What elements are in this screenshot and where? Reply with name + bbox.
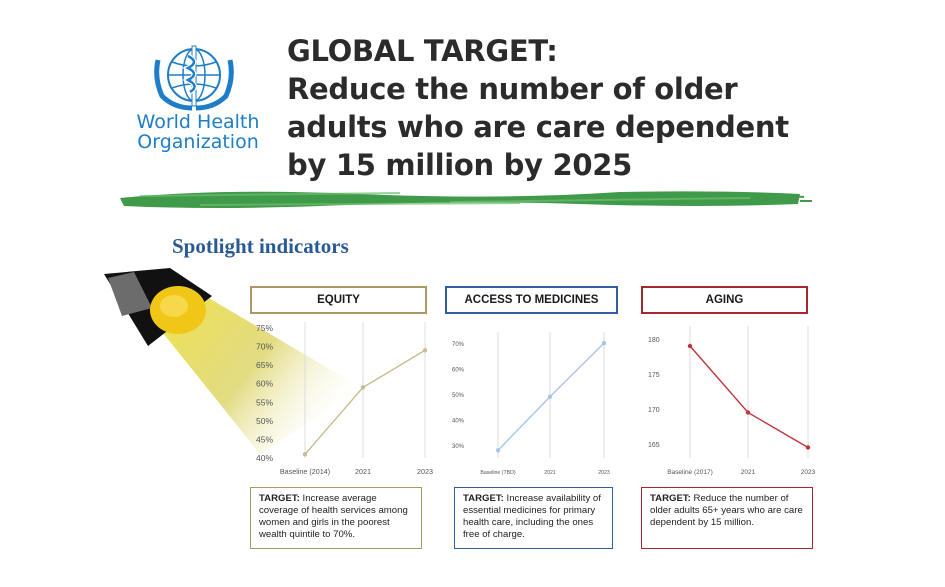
x-tick-label: Baseline (2014) — [280, 467, 330, 476]
y-tick-label: 75% — [256, 323, 273, 333]
x-tick-label: 2021 — [544, 470, 556, 476]
y-tick-label: 55% — [256, 397, 273, 407]
series-line — [304, 349, 426, 455]
y-tick-label: 170 — [648, 407, 660, 414]
spotlight-icon — [104, 268, 362, 454]
equity-target-box: TARGET: Increase average coverage of hea… — [250, 487, 422, 549]
x-tick-label: Baseline (2017) — [667, 469, 713, 476]
x-tick-label: Baseline (TBD) — [480, 470, 515, 476]
x-tick-label: 2021 — [741, 469, 756, 476]
data-point — [745, 410, 751, 415]
y-tick-label: 45% — [256, 434, 273, 444]
target-label: TARGET: — [463, 493, 504, 504]
series-line — [689, 345, 809, 449]
logo-text-line1: World Health — [136, 111, 260, 133]
data-point — [687, 343, 693, 349]
data-point — [805, 445, 811, 450]
medicines-target-box: TARGET: Increase availability of essenti… — [454, 487, 613, 549]
target-text: Increase availability of essential medic… — [463, 493, 601, 540]
data-point — [601, 340, 607, 346]
y-tick-label: 70% — [256, 342, 273, 352]
x-tick-label: 2023 — [598, 470, 610, 476]
headline-line: Reduce the number of older — [287, 72, 738, 106]
equity-chart: 40% 45% 50% 55% 60% 65% 70% 75% Baseline (2014) 2… — [256, 322, 433, 476]
aging-target-box: TARGET: Reduce the number of older adult… — [641, 487, 813, 549]
y-tick-label: 50% — [256, 416, 273, 426]
equity-tag: EQUITY — [250, 286, 427, 314]
headline-line: GLOBAL TARGET: — [287, 34, 558, 68]
medicines-tag: ACCESS TO MEDICINES — [445, 286, 618, 314]
headline-line: by 15 million by 2025 — [287, 148, 633, 182]
green-brush-divider — [120, 191, 812, 208]
who-emblem-icon — [154, 45, 234, 111]
data-point — [302, 452, 308, 457]
y-tick-label: 175 — [648, 372, 660, 379]
x-tick-label: 2023 — [801, 469, 816, 476]
target-text: Increase average coverage of health serv… — [259, 493, 408, 540]
section-title: Spotlight indicators — [172, 234, 349, 258]
data-point — [495, 448, 501, 453]
aging-chart: 165 170 175 180 Baseline (2017) 2021 2023 — [648, 326, 816, 476]
data-point — [422, 348, 428, 353]
who-logo: World Health Organization — [118, 42, 278, 157]
target-label: TARGET: — [650, 493, 691, 504]
global-target-headline: GLOBAL TARGET: Reduce the number of olde… — [287, 32, 847, 184]
y-tick-label: 40% — [452, 419, 465, 425]
data-point — [360, 385, 366, 390]
y-tick-label: 60% — [256, 379, 273, 389]
y-tick-label: 40% — [256, 453, 273, 463]
data-point — [547, 394, 553, 399]
y-tick-label: 180 — [648, 337, 660, 344]
y-tick-label: 65% — [256, 360, 273, 370]
logo-text-line2: Organization — [137, 131, 259, 153]
medicines-chart: 30% 40% 50% 60% 70% Baseline (TBD) 2021 2023 — [452, 332, 610, 476]
x-tick-label: 2023 — [417, 467, 433, 476]
aging-tag: AGING — [641, 286, 808, 314]
y-tick-label: 165 — [648, 442, 660, 449]
target-text: Reduce the number of older adults 65+ ye… — [650, 493, 803, 528]
headline-line: adults who are care dependent — [287, 110, 789, 144]
y-tick-label: 30% — [452, 444, 465, 450]
target-label: TARGET: — [259, 493, 300, 504]
y-tick-label: 50% — [452, 393, 465, 399]
x-tick-label: 2021 — [355, 467, 371, 476]
y-tick-label: 60% — [452, 368, 465, 374]
y-tick-label: 70% — [452, 342, 465, 348]
